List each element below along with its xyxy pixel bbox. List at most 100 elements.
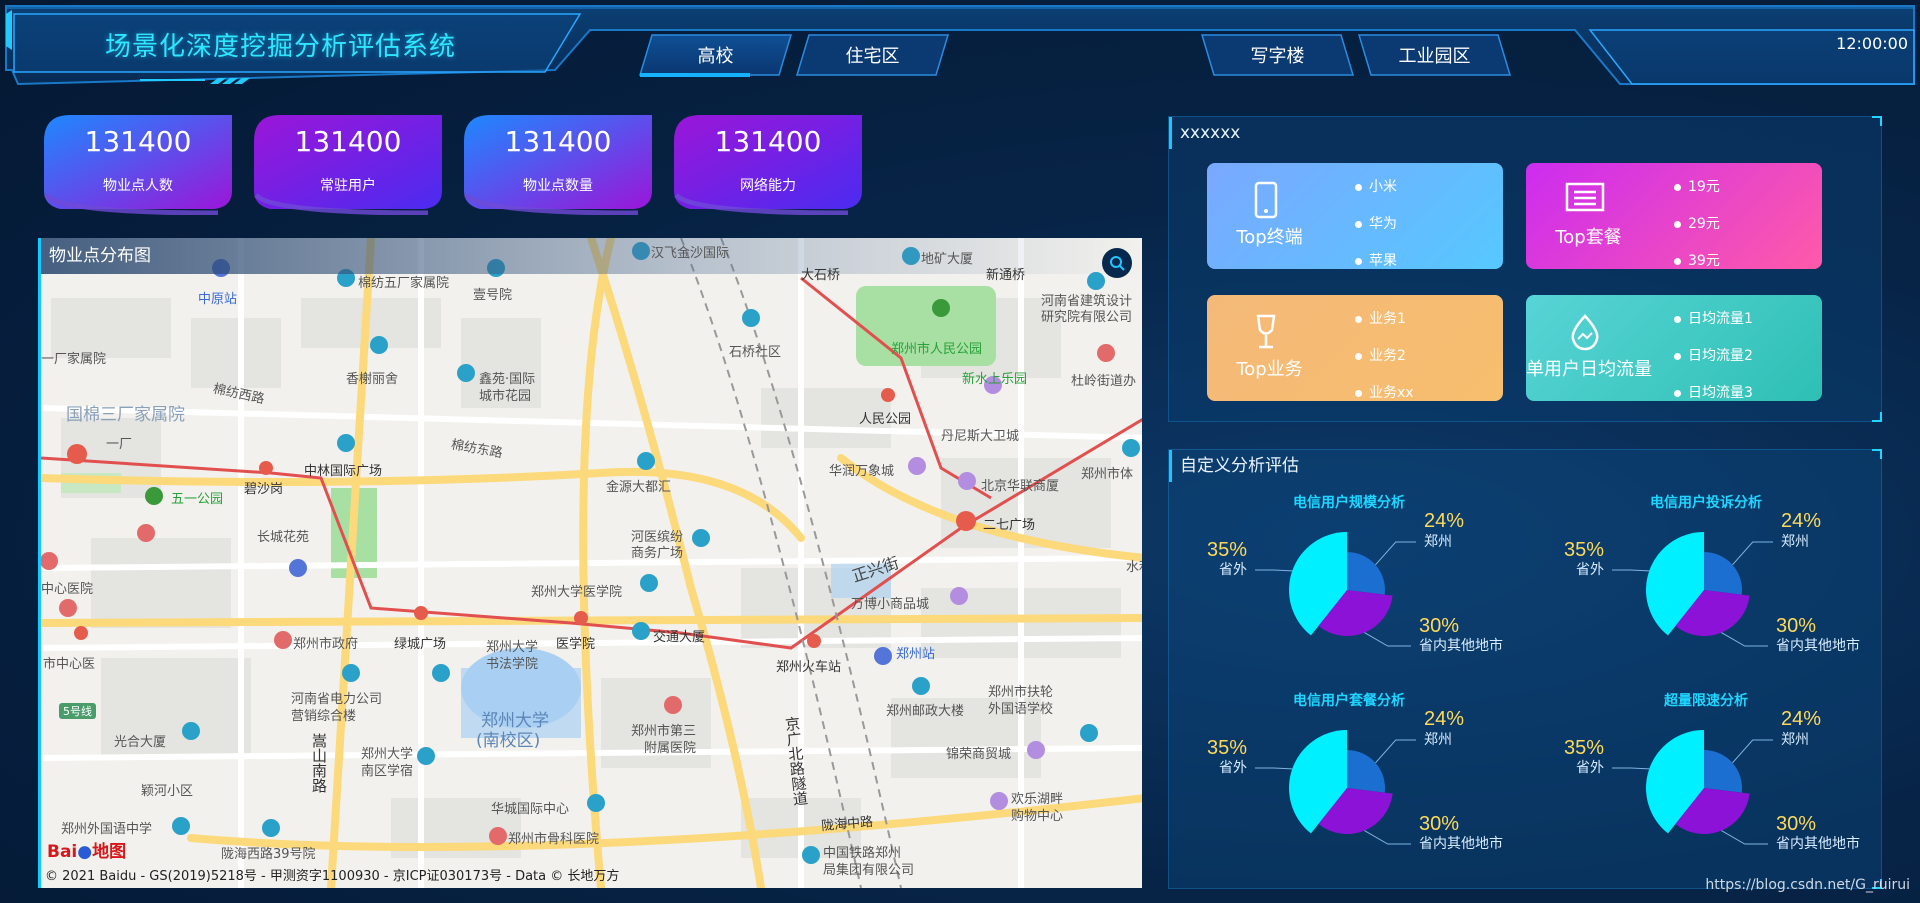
map-label: 中国铁路郑州 [823,846,902,861]
map-label: 丹尼斯大卫城 [941,429,1020,444]
kpi-card: 131400 网络能力 [672,113,864,215]
pie-slice[interactable] [1347,750,1385,793]
top-service-card[interactable]: Top业务 业务1 业务2 业务xx [1207,295,1503,401]
tab-residential[interactable]: 住宅区 [795,33,950,77]
map-label: 研究院有限公司 [1041,310,1133,325]
tab-bg [638,34,793,77]
list-item: 日均流量1 [1674,307,1753,344]
phone-icon [1243,181,1289,221]
map-label: 二七广场 [983,518,1036,533]
pie-chart[interactable]: 24%郑州 30%省内其他地市 35%省外 [1526,688,1883,888]
corner-decoration [1872,116,1882,126]
list-item: 日均流量2 [1674,344,1753,381]
map-label: 河医缤纷 [631,530,684,545]
tab-gaoxiao[interactable]: 高校 [638,33,793,77]
kpi-value: 131400 [504,125,612,158]
map-label: 书法学院 [486,657,539,672]
kpi-label: 物业点人数 [103,178,173,194]
list-item: 39元 [1674,249,1720,286]
map-label: 郑州市扶轮 [988,685,1054,700]
tab-bg [795,34,950,76]
pie-slice[interactable] [1646,730,1704,834]
kpi-card-bg [674,115,862,215]
map-label: 中心医院 [41,582,94,597]
pie-slice[interactable] [1704,750,1742,793]
pie-percent-label: 30% [1776,615,1816,637]
map-label: 地矿大厦 [921,252,974,267]
pie-slice[interactable] [1675,590,1750,636]
corner-decoration [1872,449,1882,459]
map-label: 华城国际中心 [491,802,570,817]
map-label: 金源大都汇 [606,480,672,495]
paw-icon: ● [77,842,93,862]
list-item: 华为 [1355,212,1397,249]
label-leader-line [1364,830,1411,845]
pie-chart[interactable]: 24%郑州 30%省内其他地市 35%省外 [1169,490,1526,690]
map-label: 新通桥 [986,268,1026,283]
pie-slice[interactable] [1347,552,1385,595]
map-label: 颖河小区 [141,784,194,799]
map-label: 香榭丽舍 [346,372,399,387]
pie-chart[interactable]: 24%郑州 30%省内其他地市 35%省外 [1169,688,1526,888]
pie-slice[interactable] [1289,532,1347,636]
header: 场景化深度挖掘分析评估系统 高校 住宅区 写字楼 工业园区 12:00:00 [0,0,1920,95]
panel-title: 自定义分析评估 [1169,450,1299,482]
map-label: 郑州市第三 [631,724,697,739]
card-name: 单用户日均流量 [1526,359,1652,380]
map-label: 中原站 [198,292,238,307]
tab-office[interactable]: 写字楼 [1200,33,1355,77]
label-leader-line [1375,739,1416,764]
map-label: 交通大厦 [653,630,706,645]
property-map[interactable]: 物业点分布图 汉飞金沙国际 地矿大厦 大石桥 新通桥 河南省建筑设计 研究院有限… [38,238,1142,888]
pie-category-label: 省外 [1219,759,1247,775]
search-icon [1110,256,1125,271]
map-label: 鑫苑·国际 [479,372,536,387]
pie-percent-label: 35% [1207,539,1247,561]
top-package-card[interactable]: Top套餐 19元 29元 39元 [1526,163,1822,269]
pie-chart-block: 超量限速分析 24% 郑州 30% 省内其他地市 35% 省外 [1526,688,1883,888]
pie-percent-label: 30% [1419,615,1459,637]
map-label: 购物中心 [1011,809,1064,824]
map-label: 郑州大学 [481,711,549,731]
corner-decoration [1872,412,1882,422]
map-label: 一厂家属院 [41,352,107,367]
kpi-label: 网络能力 [740,178,796,194]
pie-slice[interactable] [1675,788,1750,834]
map-search-button[interactable] [1102,248,1132,278]
map-label: 光合大厦 [114,735,167,750]
pie-title: 电信用户投诉分析 [1650,495,1762,511]
daily-traffic-card[interactable]: 单用户日均流量 日均流量1 日均流量2 日均流量3 [1526,295,1822,401]
top-terminal-card[interactable]: Top终端 小米 华为 苹果 [1207,163,1503,269]
pie-title: 电信用户规模分析 [1293,495,1405,511]
map-label: 5号线 [59,703,96,719]
label-leader-line [1612,569,1650,572]
pie-chart-block: 电信用户规模分析 24% 郑州 30% 省内其他地市 35% 省外 [1169,490,1526,690]
map-label: 河南省电力公司 [291,692,383,707]
kpi-label: 常驻用户 [320,178,376,194]
pie-category-label: 省外 [1576,759,1604,775]
map-label: 华润万象城 [829,464,895,479]
pie-slice[interactable] [1289,730,1347,834]
pie-chart[interactable]: 24%郑州 30%省内其他地市 35%省外 [1526,490,1883,690]
pie-slice[interactable] [1646,532,1704,636]
map-label: 锦荣商贸城 [946,747,1012,762]
map-label: 郑州火车站 [776,660,842,675]
map-canvas[interactable] [41,238,1142,888]
map-label: 北京华联商厦 [981,479,1060,494]
pie-slice[interactable] [1704,552,1742,595]
system-title: 场景化深度挖掘分析评估系统 [105,32,457,62]
kpi-value: 131400 [294,125,402,158]
item-list: 日均流量1 日均流量2 日均流量3 [1674,307,1753,418]
pie-category-label: 省内其他地市 [1776,835,1860,851]
item-list: 业务1 业务2 业务xx [1355,307,1414,418]
pie-percent-label: 24% [1781,510,1821,532]
pie-slice[interactable] [1318,590,1393,636]
kpi-value: 131400 [84,125,192,158]
map-label: 绿城广场 [394,637,447,652]
tab-industrial[interactable]: 工业园区 [1357,33,1512,77]
pie-slice[interactable] [1318,788,1393,834]
watermark: https://blog.csdn.net/G_ruirui [1705,877,1910,893]
label-leader-line [1364,632,1411,647]
list-item: 小米 [1355,175,1397,212]
map-label: 壹号院 [473,288,513,303]
